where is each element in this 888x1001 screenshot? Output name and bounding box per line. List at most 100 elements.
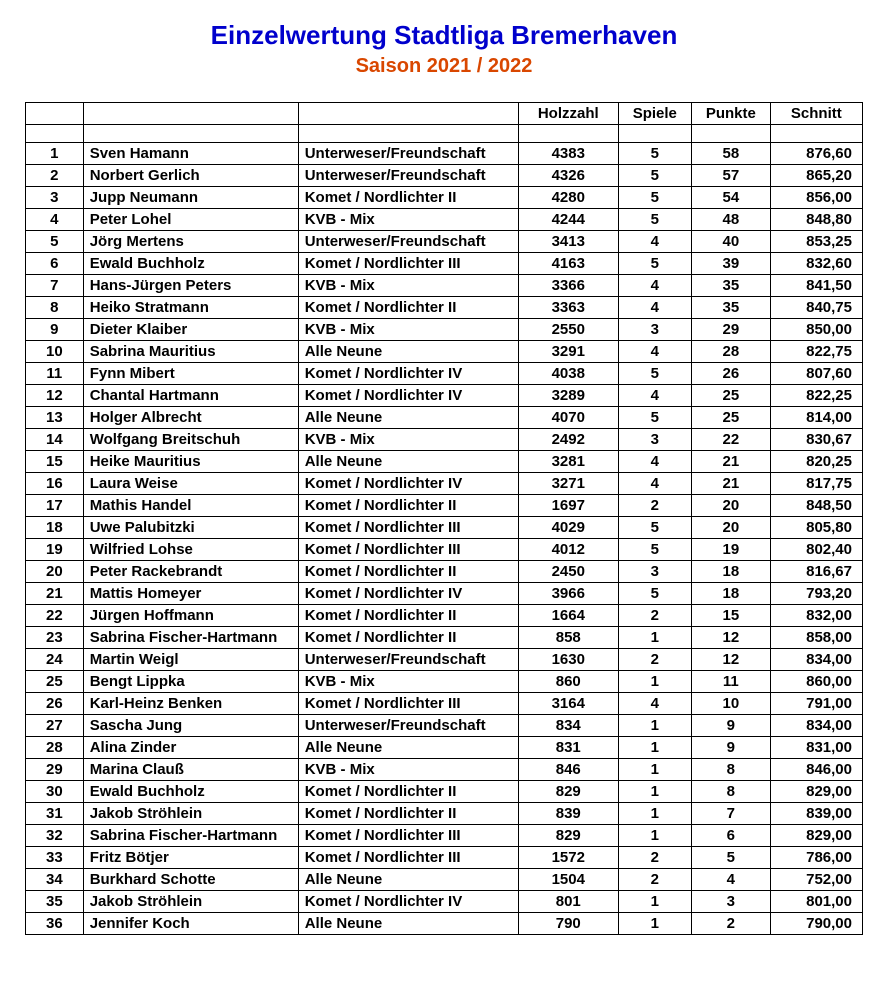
table-row: 10Sabrina MauritiusAlle Neune3291428822,…	[26, 341, 863, 363]
cell-spiele: 1	[618, 781, 691, 803]
cell-spiele: 5	[618, 143, 691, 165]
table-row: 12Chantal HartmannKomet / Nordlichter IV…	[26, 385, 863, 407]
cell-punkte: 2	[692, 913, 771, 935]
cell-team: Komet / Nordlichter II	[298, 803, 518, 825]
cell-schnitt: 801,00	[770, 891, 862, 913]
table-row: 4Peter LohelKVB - Mix4244548848,80	[26, 209, 863, 231]
cell-team: KVB - Mix	[298, 429, 518, 451]
cell-spiele: 4	[618, 275, 691, 297]
cell-punkte: 57	[692, 165, 771, 187]
cell-spiele: 5	[618, 165, 691, 187]
cell-holzzahl: 1664	[518, 605, 618, 627]
cell-holzzahl: 839	[518, 803, 618, 825]
cell-rank: 24	[26, 649, 84, 671]
cell-team: Komet / Nordlichter IV	[298, 385, 518, 407]
cell-rank: 19	[26, 539, 84, 561]
cell-punkte: 40	[692, 231, 771, 253]
page-subtitle: Saison 2021 / 2022	[25, 55, 863, 78]
cell-spiele: 5	[618, 253, 691, 275]
cell-rank: 10	[26, 341, 84, 363]
cell-punkte: 19	[692, 539, 771, 561]
cell-schnitt: 752,00	[770, 869, 862, 891]
cell-team: Komet / Nordlichter III	[298, 825, 518, 847]
cell-rank: 35	[26, 891, 84, 913]
table-row: 5Jörg MertensUnterweser/Freundschaft3413…	[26, 231, 863, 253]
table-row: 30Ewald BuchholzKomet / Nordlichter II82…	[26, 781, 863, 803]
table-row: 26Karl-Heinz BenkenKomet / Nordlichter I…	[26, 693, 863, 715]
cell-rank: 17	[26, 495, 84, 517]
cell-name: Bengt Lippka	[83, 671, 298, 693]
cell-holzzahl: 3363	[518, 297, 618, 319]
cell-schnitt: 853,25	[770, 231, 862, 253]
cell-schnitt: 841,50	[770, 275, 862, 297]
cell-schnitt: 816,67	[770, 561, 862, 583]
cell-rank: 2	[26, 165, 84, 187]
cell-schnitt: 834,00	[770, 649, 862, 671]
cell-team: Unterweser/Freundschaft	[298, 231, 518, 253]
cell-holzzahl: 4070	[518, 407, 618, 429]
table-row: 16Laura WeiseKomet / Nordlichter IV32714…	[26, 473, 863, 495]
cell-team: Alle Neune	[298, 407, 518, 429]
col-name	[83, 103, 298, 125]
cell-punkte: 29	[692, 319, 771, 341]
table-row: 24Martin WeiglUnterweser/Freundschaft163…	[26, 649, 863, 671]
cell-holzzahl: 4280	[518, 187, 618, 209]
cell-spiele: 3	[618, 319, 691, 341]
cell-team: KVB - Mix	[298, 759, 518, 781]
cell-spiele: 4	[618, 693, 691, 715]
cell-spiele: 4	[618, 473, 691, 495]
cell-name: Chantal Hartmann	[83, 385, 298, 407]
table-row: 15Heike MauritiusAlle Neune3281421820,25	[26, 451, 863, 473]
cell-name: Jupp Neumann	[83, 187, 298, 209]
page-title: Einzelwertung Stadtliga Bremerhaven	[25, 20, 863, 51]
cell-name: Karl-Heinz Benken	[83, 693, 298, 715]
cell-holzzahl: 860	[518, 671, 618, 693]
cell-holzzahl: 3966	[518, 583, 618, 605]
cell-schnitt: 807,60	[770, 363, 862, 385]
table-row: 1Sven HamannUnterweser/Freundschaft43835…	[26, 143, 863, 165]
standings-table: Holzzahl Spiele Punkte Schnitt 1Sven Ham…	[25, 102, 863, 935]
cell-schnitt: 840,75	[770, 297, 862, 319]
cell-holzzahl: 829	[518, 781, 618, 803]
cell-schnitt: 820,25	[770, 451, 862, 473]
cell-holzzahl: 3413	[518, 231, 618, 253]
cell-holzzahl: 834	[518, 715, 618, 737]
table-header-row: Holzzahl Spiele Punkte Schnitt	[26, 103, 863, 125]
table-row: 17Mathis HandelKomet / Nordlichter II169…	[26, 495, 863, 517]
cell-schnitt: 858,00	[770, 627, 862, 649]
cell-name: Sabrina Fischer-Hartmann	[83, 825, 298, 847]
cell-rank: 20	[26, 561, 84, 583]
cell-team: Alle Neune	[298, 913, 518, 935]
cell-spiele: 1	[618, 825, 691, 847]
cell-name: Wilfried Lohse	[83, 539, 298, 561]
cell-schnitt: 791,00	[770, 693, 862, 715]
cell-rank: 21	[26, 583, 84, 605]
cell-punkte: 8	[692, 781, 771, 803]
cell-schnitt: 793,20	[770, 583, 862, 605]
cell-name: Uwe Palubitzki	[83, 517, 298, 539]
cell-rank: 8	[26, 297, 84, 319]
table-row: 36Jennifer KochAlle Neune79012790,00	[26, 913, 863, 935]
cell-rank: 30	[26, 781, 84, 803]
cell-name: Sabrina Mauritius	[83, 341, 298, 363]
table-row: 7Hans-Jürgen PetersKVB - Mix3366435841,5…	[26, 275, 863, 297]
cell-holzzahl: 4383	[518, 143, 618, 165]
cell-punkte: 8	[692, 759, 771, 781]
table-row: 35Jakob StröhleinKomet / Nordlichter IV8…	[26, 891, 863, 913]
cell-name: Ewald Buchholz	[83, 253, 298, 275]
cell-schnitt: 848,80	[770, 209, 862, 231]
cell-punkte: 7	[692, 803, 771, 825]
table-row: 18Uwe PalubitzkiKomet / Nordlichter III4…	[26, 517, 863, 539]
cell-rank: 3	[26, 187, 84, 209]
cell-punkte: 20	[692, 495, 771, 517]
cell-schnitt: 850,00	[770, 319, 862, 341]
cell-name: Norbert Gerlich	[83, 165, 298, 187]
cell-spiele: 3	[618, 429, 691, 451]
table-row: 6Ewald BuchholzKomet / Nordlichter III41…	[26, 253, 863, 275]
cell-punkte: 21	[692, 473, 771, 495]
cell-team: Komet / Nordlichter II	[298, 781, 518, 803]
cell-spiele: 1	[618, 803, 691, 825]
cell-team: Unterweser/Freundschaft	[298, 165, 518, 187]
cell-name: Hans-Jürgen Peters	[83, 275, 298, 297]
cell-spiele: 5	[618, 363, 691, 385]
